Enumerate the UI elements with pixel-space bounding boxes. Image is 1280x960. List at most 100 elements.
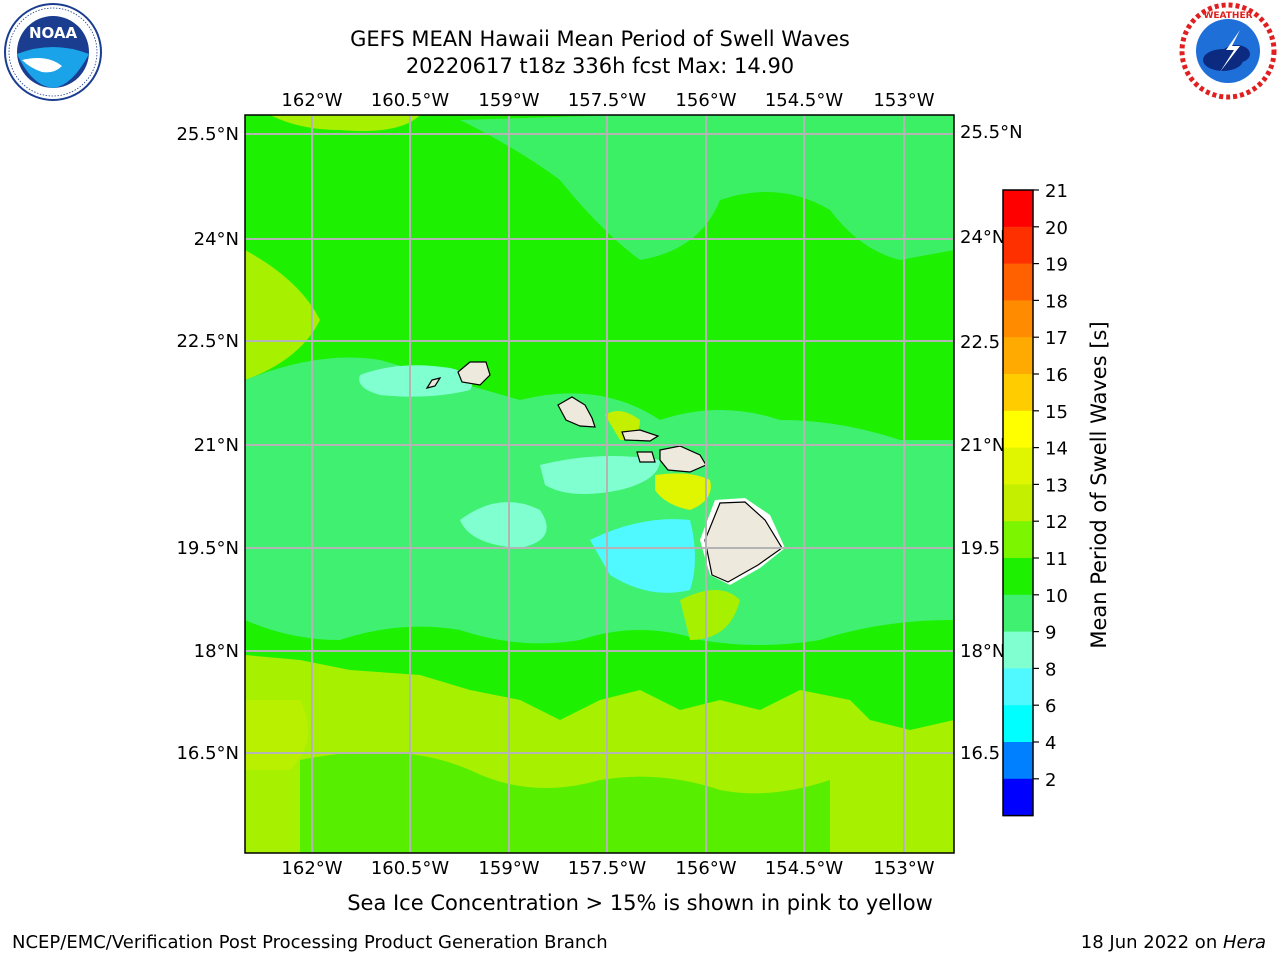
lat-label: 16.5°N bbox=[176, 743, 239, 764]
colorbar-tick-label: 6 bbox=[1045, 696, 1056, 717]
molokai bbox=[621, 429, 660, 442]
contour-12s bbox=[300, 752, 830, 853]
colorbar-tick-label: 17 bbox=[1045, 328, 1068, 349]
lat-label: 22.5 bbox=[960, 332, 1000, 353]
colorbar-segment bbox=[1003, 484, 1033, 522]
lat-label: 18°N bbox=[194, 641, 239, 662]
colorbar-tick-label: 16 bbox=[1045, 365, 1068, 386]
lon-label: 153°W bbox=[873, 90, 934, 111]
lat-label: 22.5°N bbox=[176, 331, 239, 352]
lon-label: 156°W bbox=[675, 90, 736, 111]
maui bbox=[659, 445, 707, 473]
colorbar-segment bbox=[1003, 337, 1033, 375]
contour-8s-lee bbox=[590, 519, 695, 593]
colorbar-tick-label: 2 bbox=[1045, 770, 1056, 791]
colorbar-segment bbox=[1003, 263, 1033, 301]
colorbar-segment bbox=[1003, 300, 1033, 338]
colorbar-tick-label: 10 bbox=[1045, 586, 1068, 607]
islands bbox=[425, 361, 785, 585]
colorbar-segment bbox=[1003, 226, 1033, 265]
footer-machine: Hera bbox=[1222, 932, 1266, 953]
colorbar-tick-label: 13 bbox=[1045, 475, 1068, 496]
colorbar-segment bbox=[1003, 778, 1033, 817]
svg-text:NOAA: NOAA bbox=[29, 24, 78, 42]
nws-logo: WEATHER bbox=[1179, 2, 1277, 100]
colorbar-segment bbox=[1003, 190, 1033, 228]
kauai bbox=[457, 361, 491, 386]
colorbar-tick-label: 9 bbox=[1045, 623, 1056, 644]
kahoolawe bbox=[636, 451, 656, 463]
svg-text:WEATHER: WEATHER bbox=[1203, 11, 1252, 21]
lon-label: 160.5°W bbox=[371, 90, 450, 111]
colorbar-tick-label: 11 bbox=[1045, 549, 1068, 570]
colorbar-tick-label: 8 bbox=[1045, 659, 1056, 680]
colorbar-tick-label: 20 bbox=[1045, 218, 1068, 239]
lon-label: 154.5°W bbox=[765, 90, 844, 111]
colorbar-tick-label: 14 bbox=[1045, 439, 1068, 460]
lat-label: 24°N bbox=[194, 229, 239, 250]
lat-label: 19.5 bbox=[960, 538, 1000, 559]
lat-label: 24°N bbox=[960, 227, 1005, 248]
contour-10s-central bbox=[245, 357, 954, 645]
lon-label: 153°W bbox=[873, 858, 934, 879]
lat-labels-left: 25.5°N 24°N 22.5°N 21°N 19.5°N 18°N 16.5… bbox=[176, 124, 239, 764]
lat-label: 25.5°N bbox=[960, 122, 1023, 143]
lon-label: 160.5°W bbox=[371, 858, 450, 879]
contour-14s-max bbox=[655, 473, 711, 510]
swell-period-field bbox=[245, 115, 954, 853]
map-title: GEFS MEAN Hawaii Mean Period of Swell Wa… bbox=[350, 27, 850, 51]
colorbar-segment bbox=[1003, 447, 1033, 485]
gridlines bbox=[245, 115, 954, 853]
colorbar-segment bbox=[1003, 558, 1033, 596]
colorbar-label: Mean Period of Swell Waves [s] bbox=[1087, 321, 1111, 648]
oahu bbox=[557, 396, 596, 428]
colorbar-tick-label: 4 bbox=[1045, 733, 1056, 754]
colorbar: 21 20 19 18 17 16 15 14 13 12 11 10 9 8 6 4 2 bbox=[1002, 181, 1068, 817]
colorbar-segment bbox=[1003, 742, 1033, 780]
colorbar-tick-label: 21 bbox=[1045, 181, 1068, 202]
noaa-logo: NOAA bbox=[4, 3, 102, 101]
colorbar-tick-label: 12 bbox=[1045, 512, 1068, 533]
sea-ice-note: Sea Ice Concentration > 15% is shown in … bbox=[347, 891, 933, 915]
colorbar-segment bbox=[1003, 631, 1033, 669]
lat-labels-right: 25.5°N 24°N 22.5 21°N 19.5 18°N 16.5 bbox=[960, 122, 1023, 764]
lon-label: 162°W bbox=[281, 90, 342, 111]
contour-9s-channel bbox=[540, 456, 660, 494]
lat-label: 18°N bbox=[960, 641, 1005, 662]
contour-13s-south bbox=[680, 590, 740, 640]
contour-13s-west bbox=[245, 700, 308, 770]
lon-labels-bottom: 162°W 160.5°W 159°W 157.5°W 156°W 154.5°… bbox=[281, 858, 934, 879]
contour-13s-nw bbox=[245, 250, 320, 380]
lat-label: 19.5°N bbox=[176, 538, 239, 559]
colorbar-tick-label: 15 bbox=[1045, 402, 1068, 423]
lat-label: 16.5 bbox=[960, 743, 1000, 764]
map-frame bbox=[244, 114, 955, 854]
map-subtitle: 20220617 t18z 336h fcst Max: 14.90 bbox=[405, 54, 795, 78]
colorbar-segment bbox=[1003, 668, 1033, 706]
lon-label: 157.5°W bbox=[568, 858, 647, 879]
footer-date: 18 Jun 2022 on Hera bbox=[1081, 932, 1266, 953]
lon-label: 159°W bbox=[478, 90, 539, 111]
colorbar-frame bbox=[1002, 189, 1034, 817]
niihau bbox=[425, 377, 442, 389]
lat-label: 21°N bbox=[960, 435, 1005, 456]
contour-9s-kauai bbox=[359, 365, 473, 397]
lon-label: 157.5°W bbox=[568, 90, 647, 111]
lon-labels-top: 162°W 160.5°W 159°W 157.5°W 156°W 154.5°… bbox=[281, 90, 934, 111]
colorbar-tick-label: 19 bbox=[1045, 255, 1068, 276]
colorbar-segment bbox=[1003, 374, 1033, 412]
lon-label: 156°W bbox=[675, 858, 736, 879]
lat-label: 21°N bbox=[194, 435, 239, 456]
contour-9s-west bbox=[460, 502, 547, 548]
colorbar-tick-label: 18 bbox=[1045, 291, 1068, 312]
lon-label: 159°W bbox=[478, 858, 539, 879]
lon-label: 154.5°W bbox=[765, 858, 844, 879]
colorbar-segment bbox=[1003, 705, 1033, 743]
colorbar-segment bbox=[1003, 521, 1033, 559]
colorbar-segment bbox=[1003, 594, 1033, 633]
footer-date-text: 18 Jun 2022 on bbox=[1080, 932, 1223, 953]
lat-label: 25.5°N bbox=[176, 124, 239, 145]
footer-credit: NCEP/EMC/Verification Post Processing Pr… bbox=[12, 932, 608, 953]
lon-label: 162°W bbox=[281, 858, 342, 879]
